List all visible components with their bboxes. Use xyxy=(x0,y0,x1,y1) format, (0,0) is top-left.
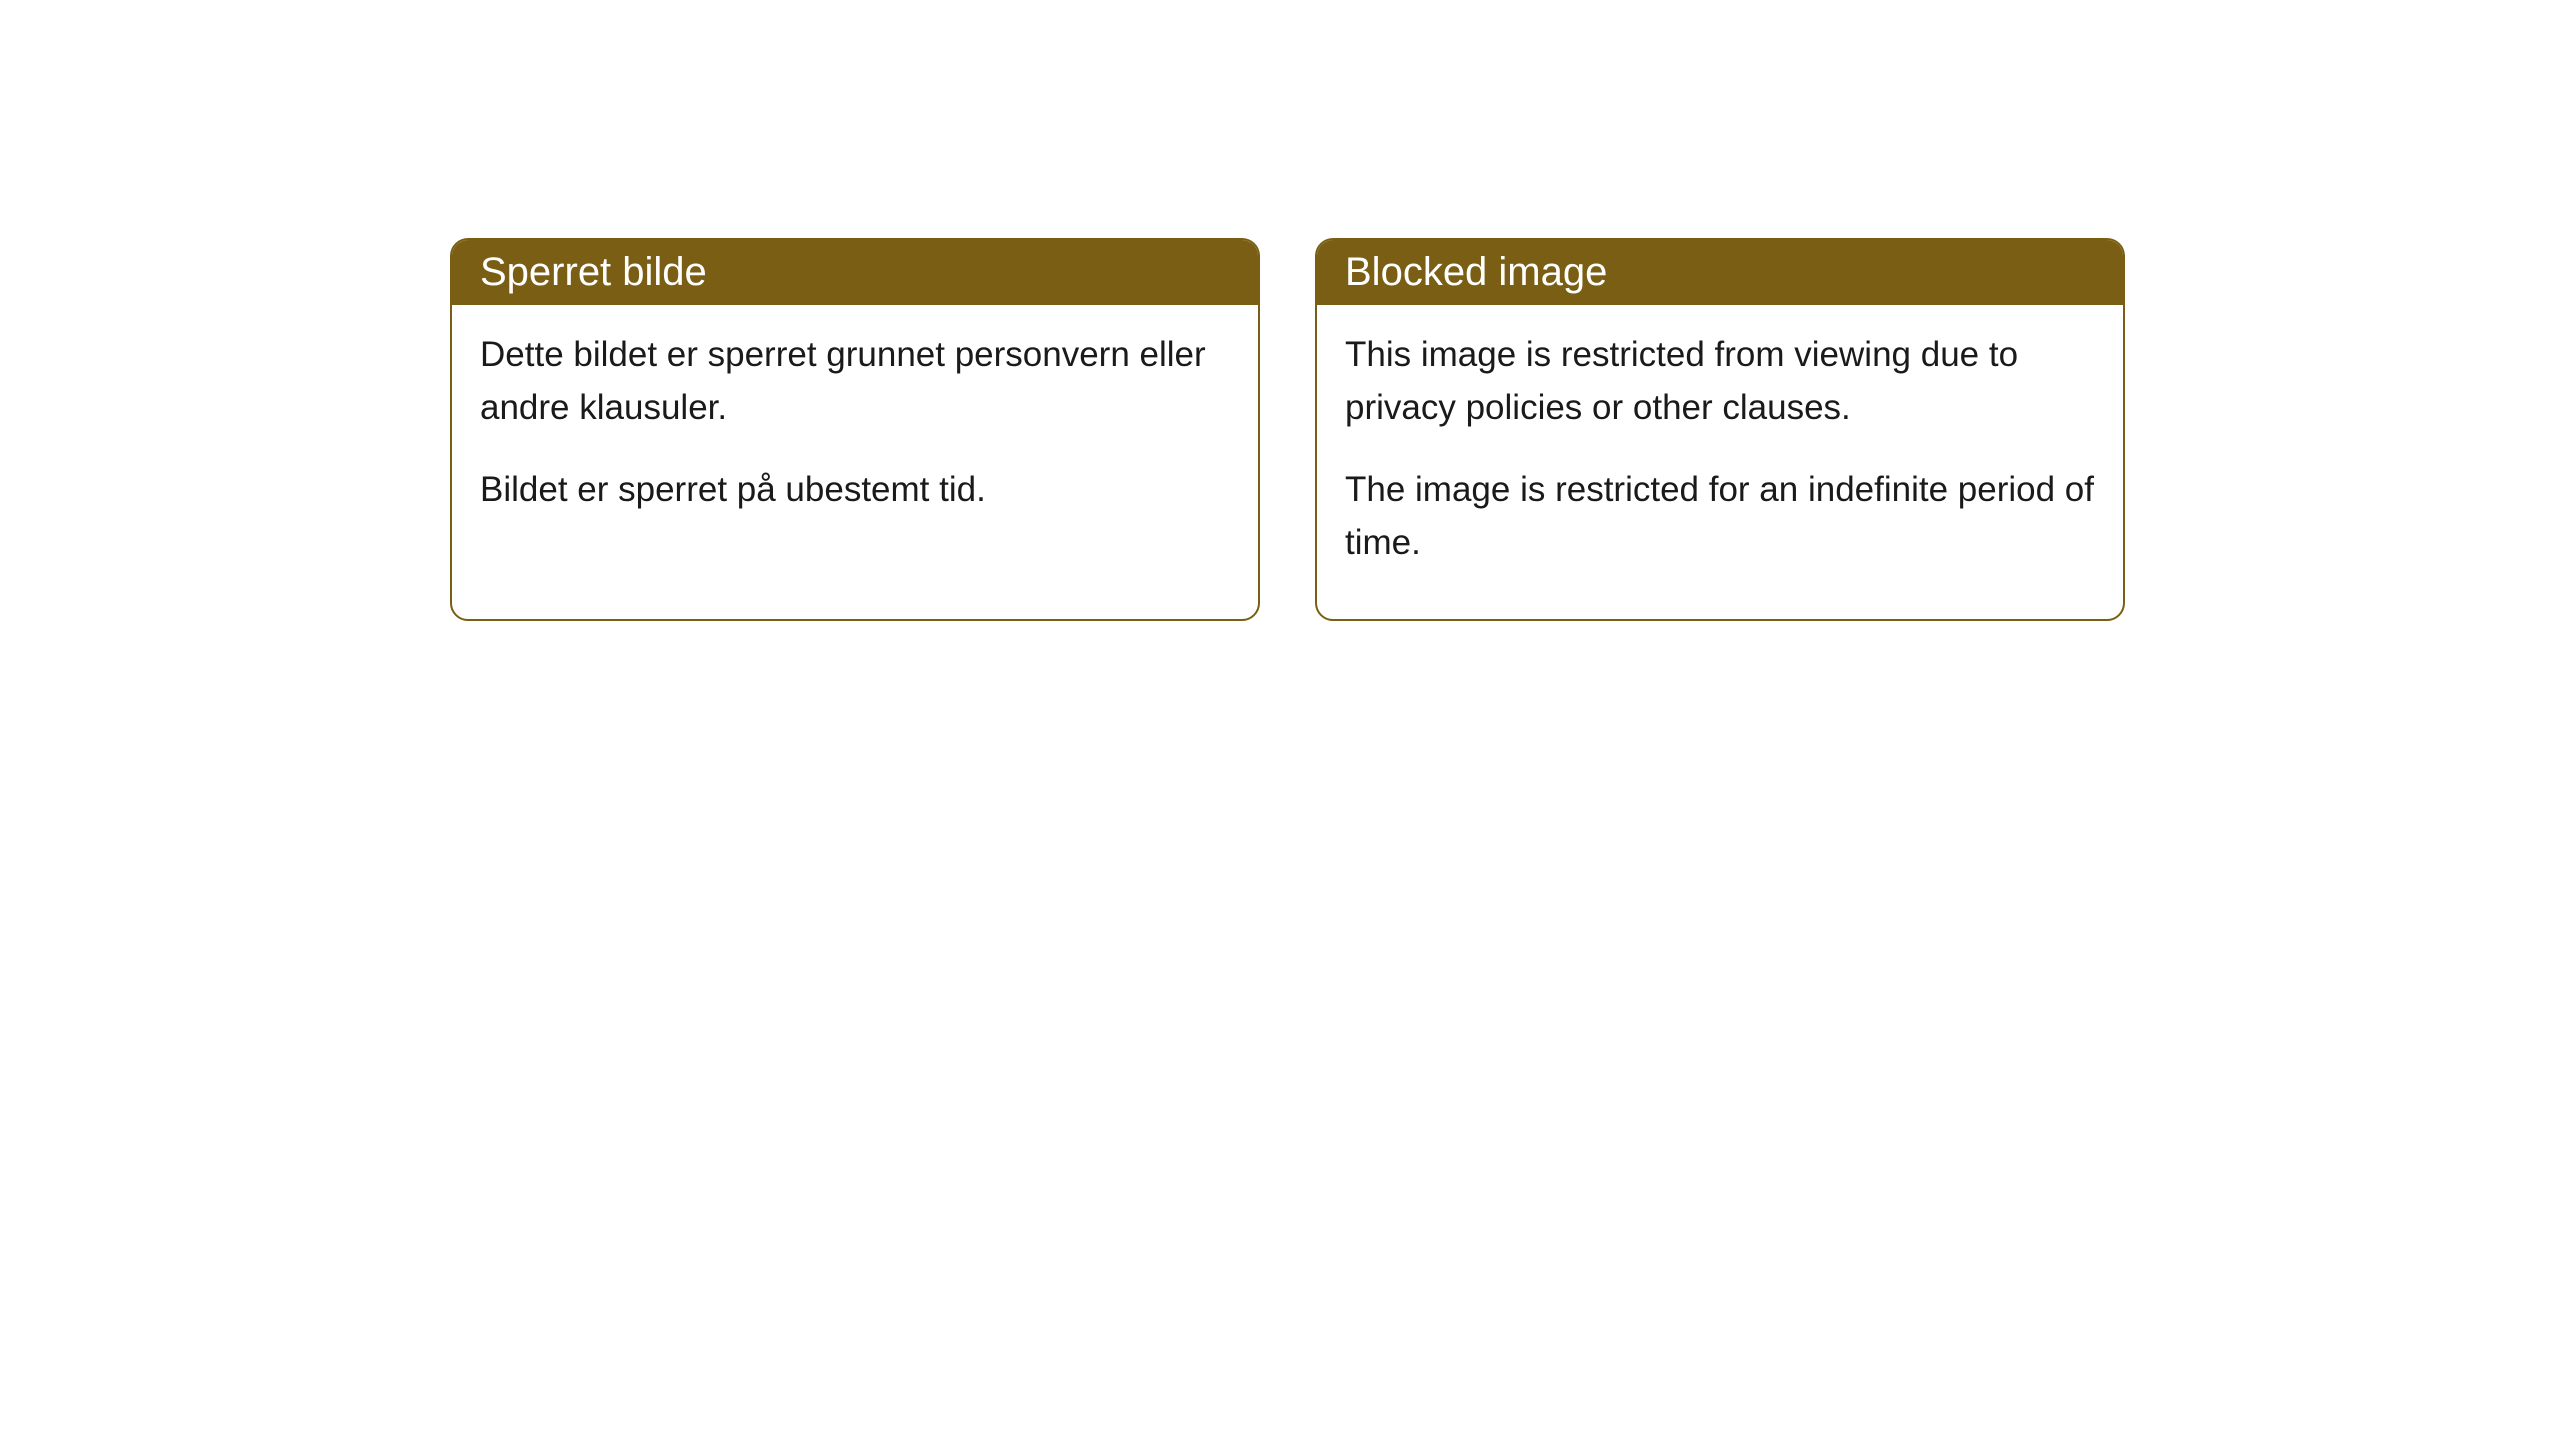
notice-cards-container: Sperret bilde Dette bildet er sperret gr… xyxy=(450,238,2125,621)
card-title: Blocked image xyxy=(1345,250,1607,294)
card-header: Sperret bilde xyxy=(452,240,1258,305)
blocked-image-card-english: Blocked image This image is restricted f… xyxy=(1315,238,2125,621)
card-paragraph: Dette bildet er sperret grunnet personve… xyxy=(480,329,1230,434)
card-header: Blocked image xyxy=(1317,240,2123,305)
card-title: Sperret bilde xyxy=(480,250,707,294)
card-body: This image is restricted from viewing du… xyxy=(1317,305,2123,619)
card-body: Dette bildet er sperret grunnet personve… xyxy=(452,305,1258,567)
blocked-image-card-norwegian: Sperret bilde Dette bildet er sperret gr… xyxy=(450,238,1260,621)
card-paragraph: This image is restricted from viewing du… xyxy=(1345,329,2095,434)
card-paragraph: Bildet er sperret på ubestemt tid. xyxy=(480,464,1230,517)
card-paragraph: The image is restricted for an indefinit… xyxy=(1345,464,2095,569)
